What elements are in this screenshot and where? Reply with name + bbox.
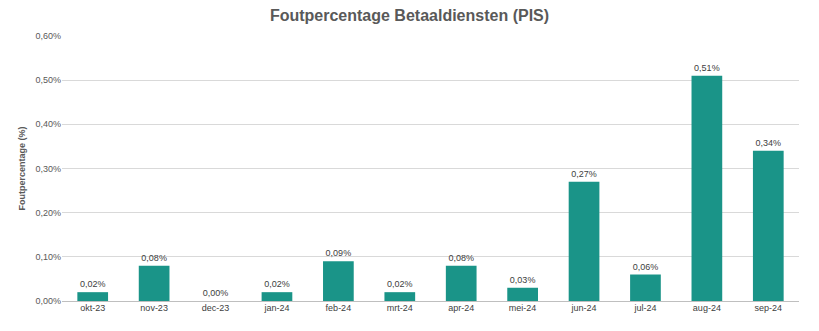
- svg-text:0,08%: 0,08%: [448, 253, 474, 263]
- svg-text:0,02%: 0,02%: [264, 279, 290, 289]
- svg-text:0,10%: 0,10%: [35, 252, 61, 262]
- svg-text:jul-24: jul-24: [633, 303, 656, 313]
- svg-text:0,08%: 0,08%: [141, 253, 167, 263]
- svg-text:0,34%: 0,34%: [756, 138, 782, 148]
- svg-text:0,06%: 0,06%: [633, 262, 659, 272]
- svg-text:0,40%: 0,40%: [35, 119, 61, 129]
- svg-text:0,50%: 0,50%: [35, 75, 61, 85]
- svg-text:0,27%: 0,27%: [571, 169, 597, 179]
- svg-text:sep-24: sep-24: [755, 303, 783, 313]
- svg-text:mrt-24: mrt-24: [387, 303, 413, 313]
- svg-text:apr-24: apr-24: [448, 303, 474, 313]
- svg-text:0,02%: 0,02%: [80, 279, 106, 289]
- svg-text:jan-24: jan-24: [263, 303, 289, 313]
- svg-text:0,09%: 0,09%: [326, 248, 352, 258]
- svg-text:dec-23: dec-23: [202, 303, 230, 313]
- svg-text:0,03%: 0,03%: [510, 275, 536, 285]
- svg-text:okt-23: okt-23: [80, 303, 105, 313]
- svg-text:jun-24: jun-24: [571, 303, 597, 313]
- svg-text:aug-24: aug-24: [693, 303, 721, 313]
- svg-text:feb-24: feb-24: [326, 303, 352, 313]
- svg-text:0,02%: 0,02%: [387, 279, 413, 289]
- svg-text:Foutpercentage Betaaldiensten: Foutpercentage Betaaldiensten (PIS): [270, 7, 549, 24]
- svg-text:Foutpercentage (%): Foutpercentage (%): [17, 126, 27, 210]
- svg-text:0,20%: 0,20%: [35, 208, 61, 218]
- svg-text:mei-24: mei-24: [509, 303, 537, 313]
- svg-text:0,30%: 0,30%: [35, 164, 61, 174]
- svg-text:0,60%: 0,60%: [35, 31, 61, 41]
- svg-text:nov-23: nov-23: [140, 303, 168, 313]
- svg-text:0,00%: 0,00%: [203, 288, 229, 298]
- svg-text:0,51%: 0,51%: [694, 63, 720, 73]
- svg-text:0,00%: 0,00%: [35, 296, 61, 306]
